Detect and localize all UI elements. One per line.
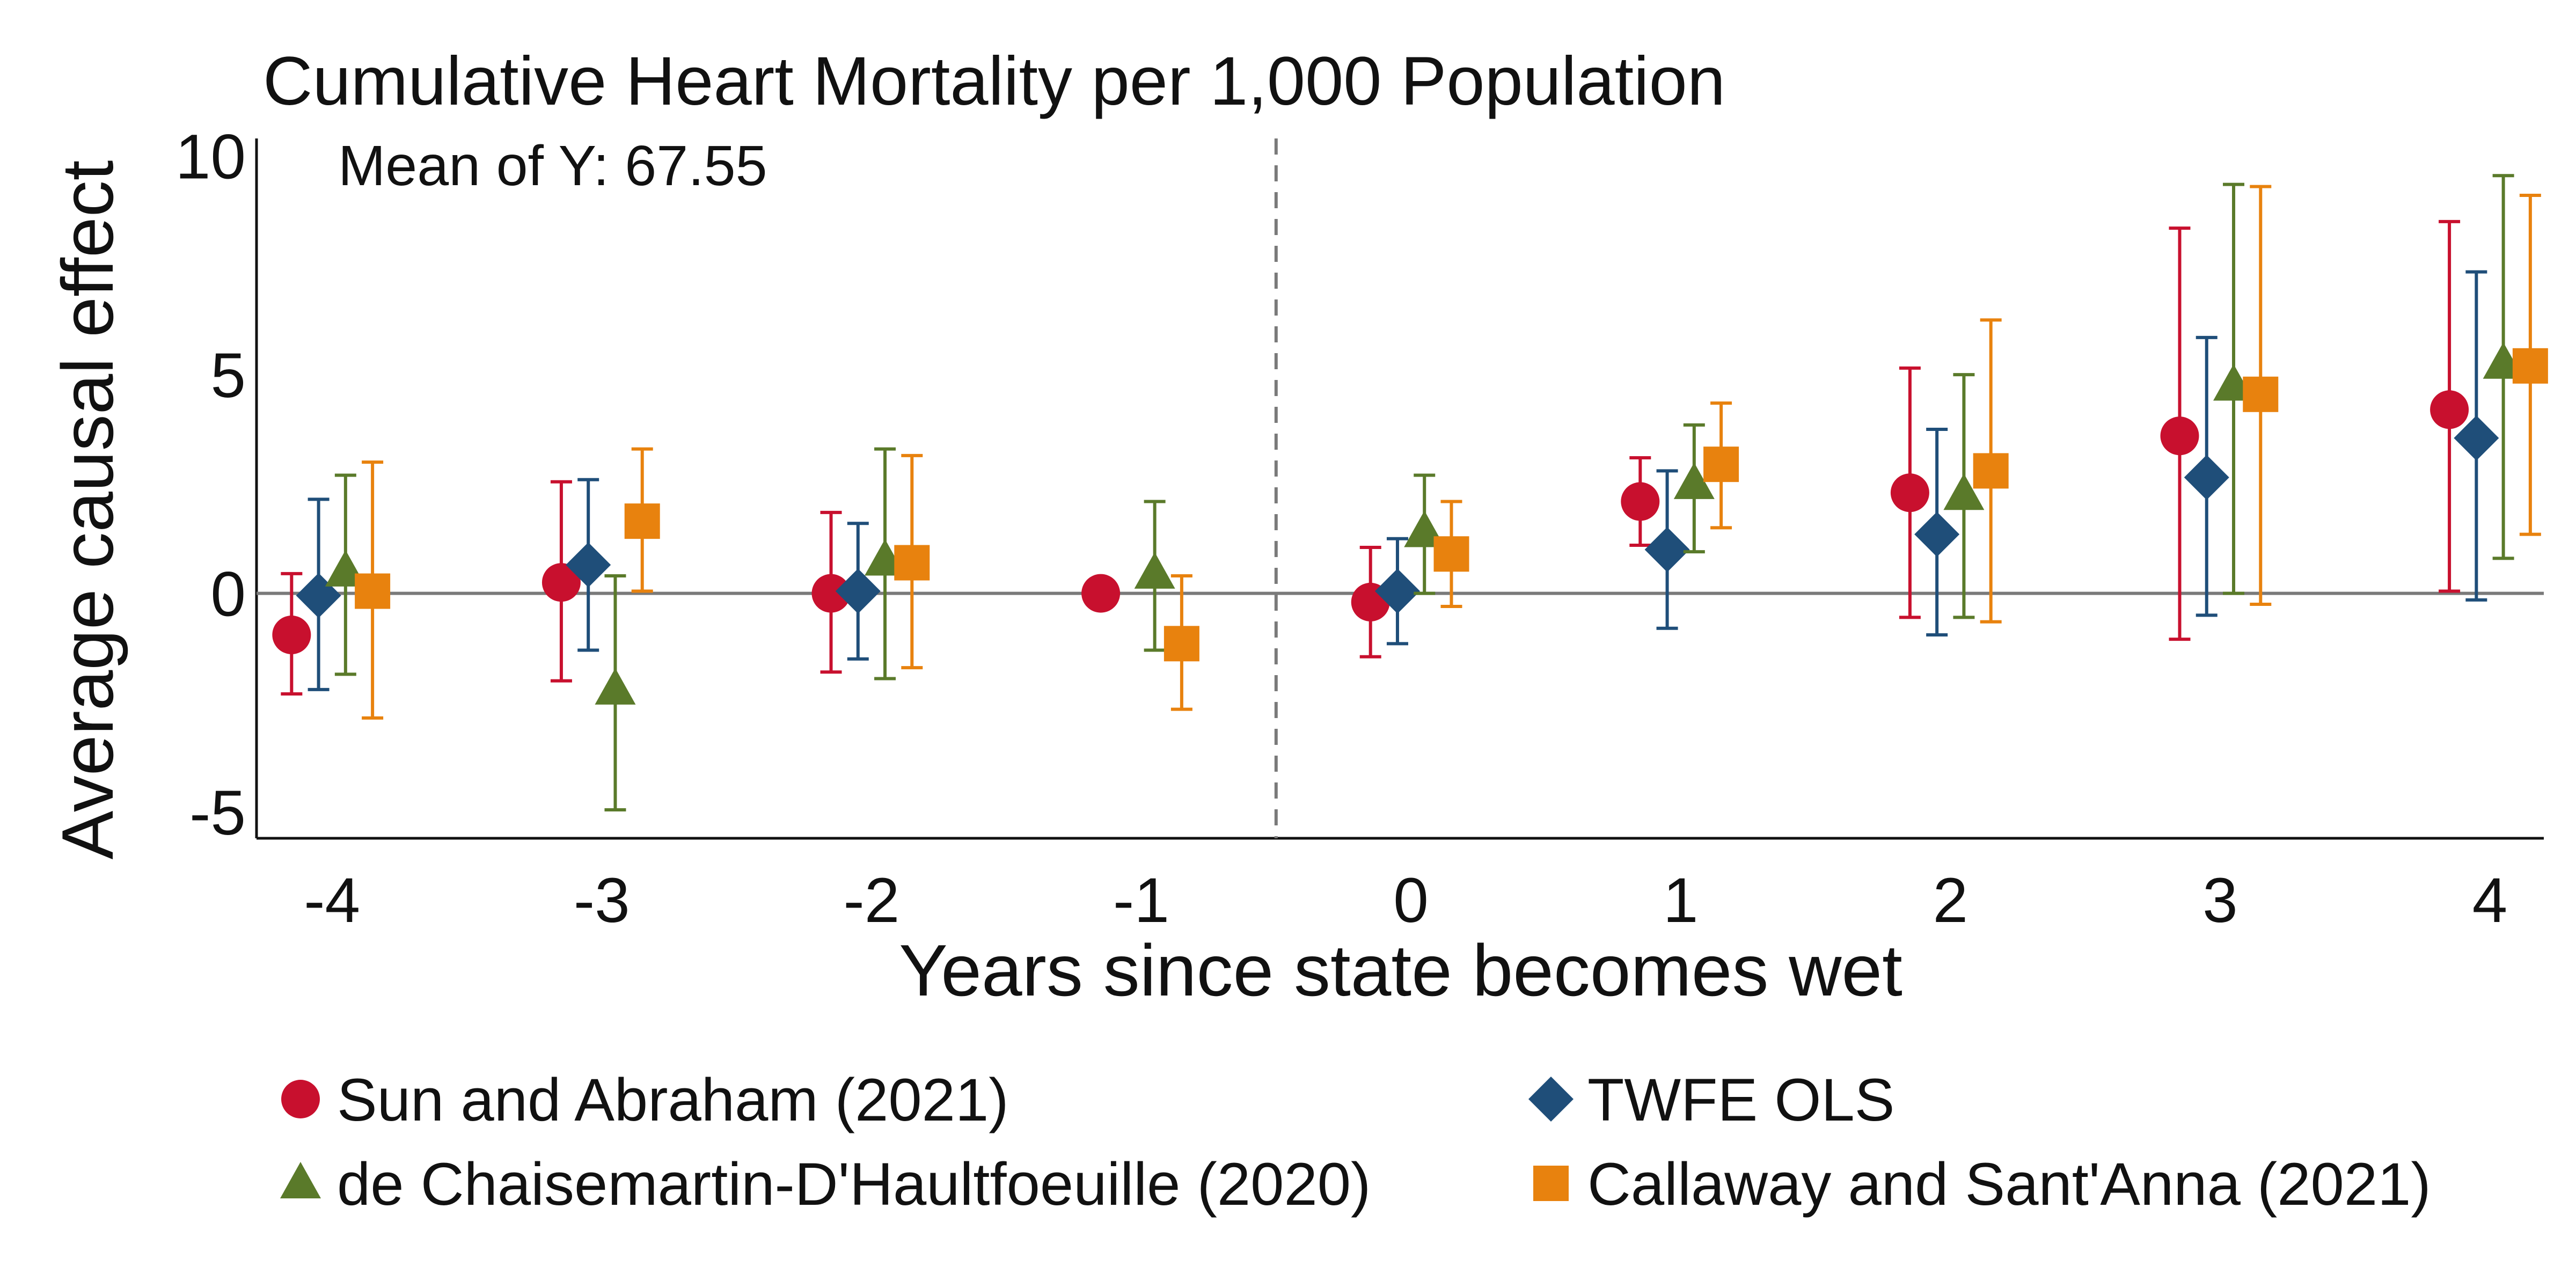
legend-label: Sun and Abraham (2021): [337, 1066, 1009, 1133]
x-tick-label: -2: [843, 865, 899, 936]
legend-marker: [281, 1080, 320, 1118]
legend-marker: [1533, 1166, 1569, 1201]
point-estimate: [1973, 453, 2009, 489]
point-estimate: [1673, 462, 1715, 499]
legend-label: TWFE OLS: [1587, 1066, 1894, 1133]
series-group: [272, 219, 2469, 696]
legend-marker: [280, 1162, 321, 1198]
point-estimate: [355, 573, 391, 609]
legend-item: Callaway and Sant'Anna (2021): [1533, 1151, 2431, 1218]
point-estimate: [2430, 390, 2469, 429]
x-axis-label: Years since state becomes wet: [899, 930, 1902, 1011]
x-tick-label: 2: [1933, 865, 1968, 936]
point-estimate: [1644, 527, 1690, 573]
y-tick-label: 5: [210, 340, 246, 411]
point-estimate: [1621, 482, 1660, 521]
plot-area: -5 0 5 10 -4 -3 -2 -1 0 1 2 3 4: [175, 122, 2548, 936]
x-tick-label: 0: [1393, 865, 1429, 936]
point-estimate: [1374, 568, 1420, 614]
point-estimate: [2243, 376, 2279, 412]
point-estimate: [2160, 416, 2199, 456]
point-estimate: [1943, 473, 1985, 510]
point-estimate: [2454, 415, 2499, 461]
x-tick-label: 3: [2202, 865, 2238, 936]
point-estimate: [566, 542, 611, 588]
point-estimate: [1163, 626, 1199, 662]
point-estimate: [1433, 536, 1469, 572]
x-tick-label: 1: [1663, 865, 1699, 936]
point-estimate: [894, 545, 930, 581]
x-tick-label: -1: [1113, 865, 1169, 936]
legend-item: Sun and Abraham (2021): [281, 1066, 1009, 1133]
y-tick-label: -5: [189, 778, 246, 848]
point-estimate: [2512, 348, 2548, 384]
point-estimate: [2184, 455, 2229, 500]
series-group: [325, 174, 2524, 812]
series-group: [355, 185, 2548, 720]
point-estimate: [1703, 447, 1739, 482]
point-estimate: [541, 563, 581, 602]
legend: Sun and Abraham (2021) TWFE OLS de Chaisem…: [280, 1066, 2431, 1218]
point-estimate: [272, 616, 311, 655]
legend-item: TWFE OLS: [1528, 1066, 1894, 1133]
x-tick-label: -3: [574, 865, 630, 936]
point-estimate: [835, 568, 881, 614]
y-tick-label: 10: [175, 122, 246, 193]
legend-label: Callaway and Sant'Anna (2021): [1587, 1151, 2431, 1218]
point-estimate: [811, 574, 851, 613]
mean-annotation: Mean of Y: 67.55: [338, 134, 767, 197]
point-estimate: [1134, 552, 1175, 589]
x-tick-label: 4: [2472, 865, 2508, 936]
point-estimate: [1081, 574, 1121, 613]
legend-label: de Chaisemartin-D'Haultfoeuille (2020): [337, 1151, 1371, 1218]
chart-title: Cumulative Heart Mortality per 1,000 Pop…: [263, 43, 1725, 120]
y-tick-label: 0: [210, 559, 246, 630]
legend-marker: [1528, 1077, 1574, 1122]
point-estimate: [1914, 511, 1960, 557]
point-estimate: [595, 668, 636, 705]
y-axis-label: Average causal effect: [47, 160, 128, 860]
x-tick-label: -4: [304, 865, 360, 936]
point-estimate: [1890, 473, 1929, 513]
point-estimate: [624, 503, 660, 539]
legend-item: de Chaisemartin-D'Haultfoeuille (2020): [280, 1151, 1371, 1218]
series-group: [296, 270, 2499, 691]
